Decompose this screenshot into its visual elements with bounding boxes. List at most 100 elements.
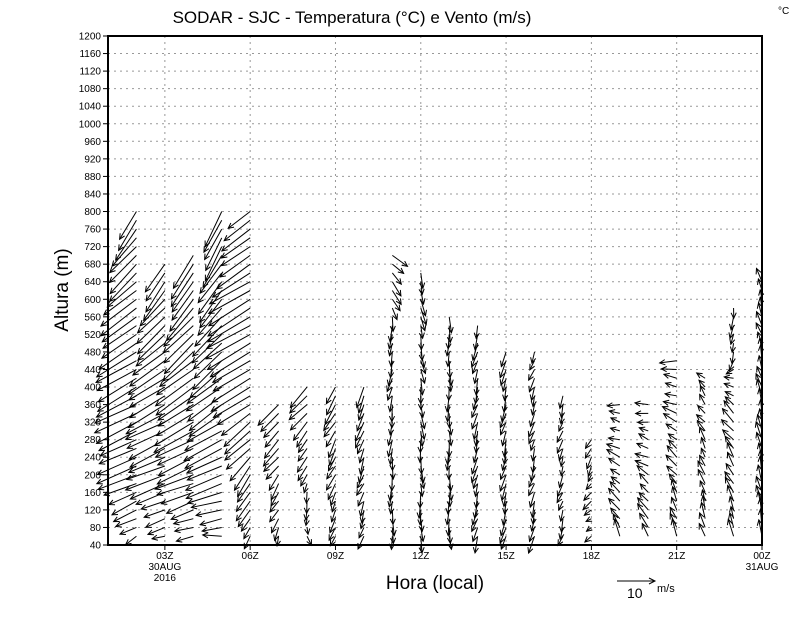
wind-vector: [97, 422, 137, 443]
wind-vector: [176, 536, 193, 542]
wind-vector: [356, 387, 364, 407]
x-tick-label: 09Z: [327, 551, 344, 562]
reference-vector-unit: m/s: [657, 583, 675, 595]
wind-vector: [585, 536, 591, 542]
wind-vector: [204, 220, 222, 252]
x-axis-label: Hora (local): [386, 573, 484, 594]
wind-vector: [141, 501, 165, 510]
wind-vector-arrowhead: [297, 441, 302, 447]
wind-vector: [190, 369, 222, 397]
wind-vector-shaft: [140, 299, 165, 326]
wind-vector: [608, 436, 619, 441]
wind-vector-shaft: [112, 501, 136, 515]
wind-vector-shaft: [638, 504, 649, 519]
y-axis-label: Altura (m): [52, 248, 73, 331]
wind-vector: [112, 501, 136, 515]
wind-vector-shaft: [167, 308, 194, 340]
reference-vector-legend: 10 m/s: [617, 578, 675, 601]
wind-vector: [558, 475, 563, 488]
wind-vector: [172, 291, 193, 321]
wind-vector: [638, 504, 649, 519]
wind-vector: [175, 527, 194, 532]
wind-vector: [637, 466, 648, 475]
y-tick-label: 680: [84, 260, 101, 271]
wind-vector: [667, 466, 677, 475]
wind-vector: [664, 373, 677, 378]
wind-vector-shaft: [97, 422, 137, 443]
wind-vector: [359, 527, 364, 537]
wind-vector: [663, 400, 676, 405]
x-tick-label: 18Z: [583, 551, 600, 562]
wind-vector: [200, 519, 222, 526]
wind-vector: [326, 387, 335, 404]
wind-vector-arrowhead: [664, 414, 670, 419]
wind-vector: [560, 466, 565, 476]
wind-vector-arrowhead: [234, 484, 239, 490]
grid: [108, 36, 762, 545]
wind-vector-shaft: [96, 361, 136, 383]
wind-vector: [611, 469, 620, 475]
wind-vector-shaft: [110, 273, 137, 301]
wind-vector: [557, 431, 563, 442]
y-tick-label: 160: [84, 488, 101, 499]
wind-vector: [110, 273, 137, 301]
wind-vector: [700, 386, 705, 396]
wind-vector: [662, 407, 676, 414]
wind-vector: [206, 334, 250, 358]
x-tick-label: 12Z: [412, 551, 429, 562]
wind-vector: [152, 535, 165, 540]
y-tick-label: 640: [84, 277, 101, 288]
wind-vector-shaft: [207, 326, 251, 349]
y-tick-label: 800: [84, 207, 101, 218]
wind-vector: [610, 427, 619, 432]
y-tick-label: 440: [84, 365, 101, 376]
wind-vector-shaft: [661, 369, 676, 370]
wind-vector: [173, 255, 193, 288]
wind-vector: [120, 527, 136, 534]
wind-vector: [730, 352, 735, 364]
wind-vector-shaft: [163, 352, 193, 381]
y-tick-label: 840: [84, 189, 101, 200]
wind-vector: [530, 466, 535, 481]
wind-vector: [501, 405, 506, 422]
wind-vector-shaft: [230, 457, 250, 481]
wind-vector: [230, 457, 250, 481]
wind-vector: [640, 484, 648, 492]
wind-vector: [258, 405, 278, 426]
wind-vector-shaft: [392, 405, 393, 422]
wind-vector: [304, 492, 309, 503]
wind-vector: [144, 510, 165, 518]
wind-vector-shaft: [186, 475, 222, 490]
wind-vector-arrowhead: [639, 434, 645, 439]
x-tick-label: 15Z: [497, 551, 514, 562]
wind-vector-shaft: [222, 413, 251, 435]
wind-vectors: [95, 212, 764, 553]
y-tick-label: 320: [84, 418, 101, 429]
wind-vector-shaft: [420, 510, 421, 525]
wind-vector-shaft: [217, 405, 250, 425]
wind-vector: [668, 434, 676, 440]
wind-vector: [207, 326, 251, 349]
wind-vector: [202, 527, 222, 532]
wind-vector-arrowhead: [171, 293, 176, 299]
wind-vector: [585, 448, 591, 458]
y-tick-label: 1160: [79, 49, 101, 60]
wind-vector: [96, 361, 136, 383]
wind-vector-shaft: [119, 220, 137, 250]
wind-vector: [116, 519, 137, 527]
wind-vector: [146, 519, 165, 528]
wind-vector: [661, 367, 676, 372]
wind-vector-shaft: [164, 317, 193, 347]
wind-vector: [531, 448, 536, 460]
wind-vector-shaft: [171, 273, 193, 306]
wind-vector: [390, 317, 395, 332]
wind-vector: [196, 510, 222, 517]
wind-vector-shaft: [236, 501, 250, 521]
wind-vector-arrowhead: [357, 489, 362, 495]
y-tick-label: 760: [84, 225, 101, 236]
wind-vector: [722, 420, 734, 431]
y-tick-label: 1040: [79, 102, 102, 113]
wind-vector-shaft: [100, 440, 136, 456]
wind-vector: [221, 247, 250, 266]
